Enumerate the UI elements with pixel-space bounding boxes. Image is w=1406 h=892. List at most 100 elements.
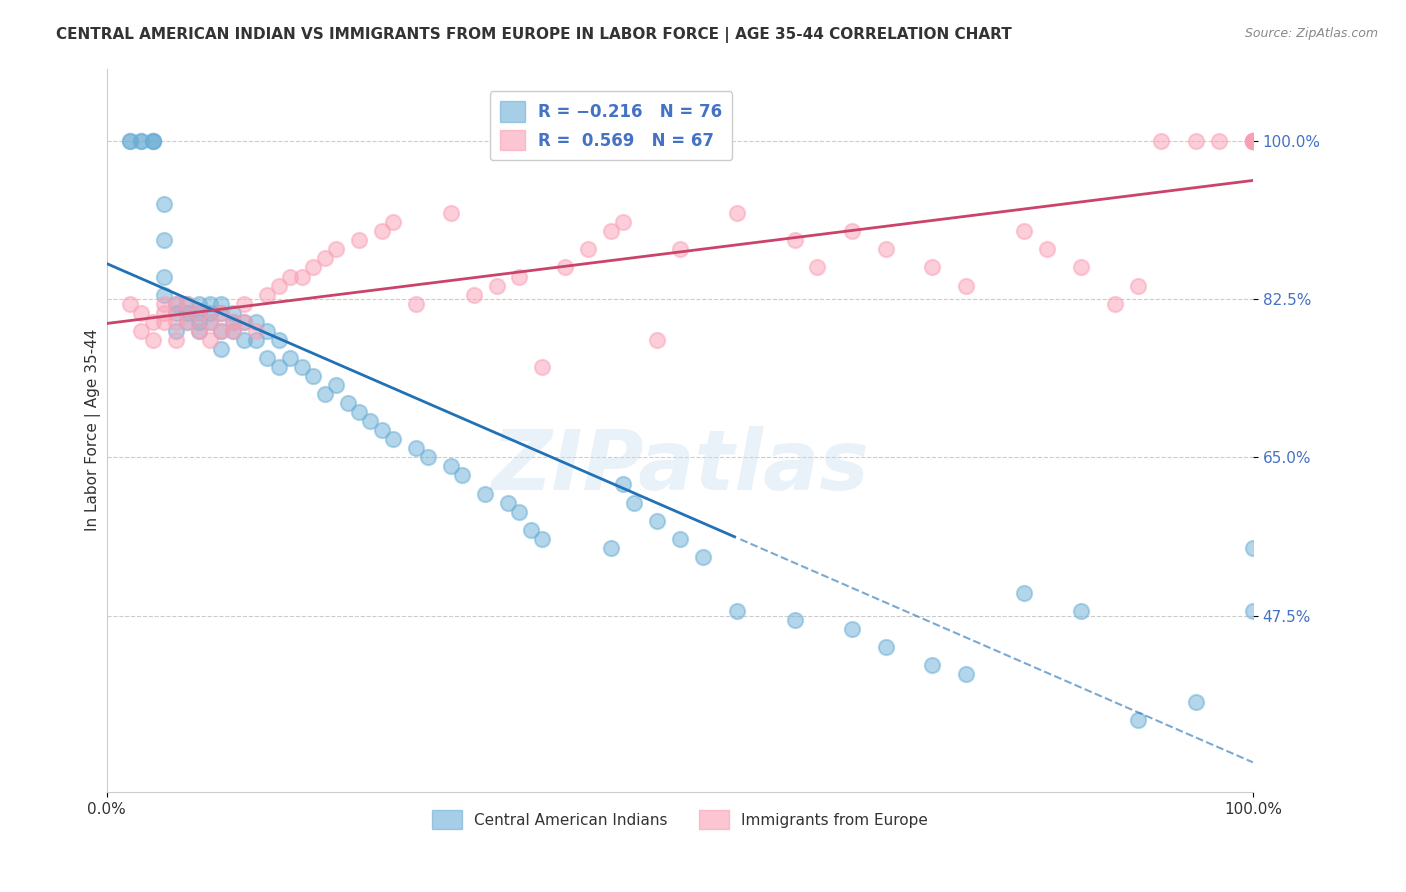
Point (187, 324, 209, 338)
Point (841, 622, 863, 636)
Point (211, 306, 233, 320)
Point (1150, 134, 1173, 148)
Point (278, 269, 301, 284)
Point (291, 359, 314, 374)
Point (405, 296, 427, 310)
Point (325, 243, 347, 257)
Point (142, 134, 165, 148)
Point (645, 333, 668, 347)
Point (198, 315, 221, 329)
Point (645, 514, 668, 528)
Point (1241, 134, 1264, 148)
Point (314, 252, 336, 266)
Point (256, 324, 278, 338)
Point (806, 260, 828, 275)
Point (1241, 604, 1264, 618)
Point (187, 306, 209, 320)
Point (267, 333, 290, 347)
Point (176, 296, 198, 310)
Point (463, 287, 485, 301)
Point (1070, 604, 1092, 618)
Point (1208, 134, 1230, 148)
Point (129, 306, 152, 320)
Point (129, 134, 152, 148)
Point (187, 296, 209, 310)
Point (1241, 134, 1264, 148)
Point (1070, 260, 1092, 275)
Point (278, 351, 301, 365)
Point (347, 233, 370, 247)
Point (669, 532, 692, 546)
Point (256, 287, 278, 301)
Point (531, 532, 554, 546)
Point (440, 459, 463, 474)
Point (520, 523, 543, 537)
Point (508, 269, 530, 284)
Point (129, 324, 152, 338)
Point (841, 224, 863, 238)
Point (165, 306, 187, 320)
Point (371, 423, 394, 437)
Point (1035, 243, 1057, 257)
Point (176, 296, 198, 310)
Point (245, 333, 267, 347)
Point (382, 432, 405, 446)
Point (314, 387, 336, 401)
Point (118, 134, 141, 148)
Point (485, 278, 508, 293)
Point (165, 315, 187, 329)
Point (165, 324, 187, 338)
Point (267, 359, 290, 374)
Point (554, 260, 576, 275)
Point (1241, 134, 1264, 148)
Point (496, 495, 519, 509)
Point (176, 315, 198, 329)
Point (198, 333, 221, 347)
Point (153, 315, 176, 329)
Point (211, 342, 233, 356)
Point (669, 243, 692, 257)
Point (176, 306, 198, 320)
Point (142, 315, 165, 329)
Point (245, 324, 267, 338)
Point (222, 306, 245, 320)
Point (336, 396, 359, 410)
Point (1241, 134, 1264, 148)
Point (1104, 296, 1126, 310)
Point (1184, 134, 1206, 148)
Point (1241, 134, 1264, 148)
Text: ZIPatlas: ZIPatlas (491, 425, 869, 507)
Point (211, 306, 233, 320)
Point (222, 324, 245, 338)
Point (1241, 541, 1264, 555)
Point (176, 315, 198, 329)
Point (955, 278, 977, 293)
Point (153, 233, 176, 247)
Point (725, 604, 748, 618)
Point (600, 224, 623, 238)
Legend: Central American Indians, Immigrants from Europe: Central American Indians, Immigrants fro… (426, 804, 934, 835)
Point (118, 134, 141, 148)
Point (153, 197, 176, 211)
Point (783, 233, 806, 247)
Point (508, 505, 530, 519)
Point (405, 442, 427, 456)
Y-axis label: In Labor Force | Age 35-44: In Labor Force | Age 35-44 (86, 329, 101, 532)
Point (222, 315, 245, 329)
Point (233, 315, 256, 329)
Point (474, 486, 496, 500)
Point (725, 206, 748, 220)
Point (222, 324, 245, 338)
Point (783, 613, 806, 627)
Point (1184, 694, 1206, 708)
Point (165, 296, 187, 310)
Point (198, 306, 221, 320)
Point (451, 468, 474, 483)
Point (576, 243, 599, 257)
Point (187, 324, 209, 338)
Point (325, 378, 347, 392)
Point (302, 369, 325, 384)
Point (440, 206, 463, 220)
Text: CENTRAL AMERICAN INDIAN VS IMMIGRANTS FROM EUROPE IN LABOR FORCE | AGE 35-44 COR: CENTRAL AMERICAN INDIAN VS IMMIGRANTS FR… (56, 27, 1012, 43)
Point (198, 315, 221, 329)
